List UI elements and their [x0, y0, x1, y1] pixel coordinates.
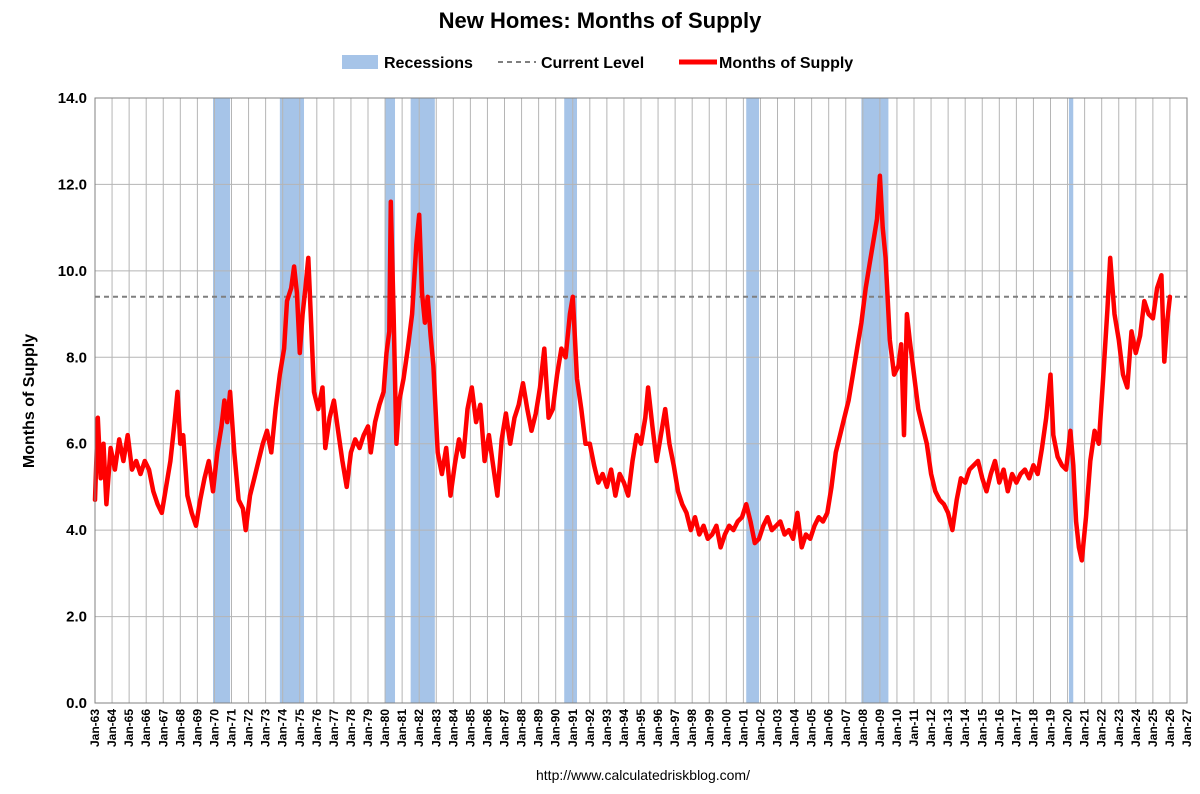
x-tick-label: Jan-23 — [1112, 709, 1126, 747]
x-tick-label: Jan-01 — [736, 709, 750, 747]
x-tick-label: Jan-88 — [515, 709, 529, 747]
x-tick-label: Jan-03 — [771, 709, 785, 747]
x-tick-label: Jan-15 — [975, 709, 989, 747]
x-tick-label: Jan-80 — [378, 709, 392, 747]
legend-swatch-recessions — [342, 55, 378, 69]
y-tick-label: 8.0 — [66, 349, 87, 366]
y-axis-label: Months of Supply — [21, 334, 38, 468]
y-tick-label: 6.0 — [66, 436, 87, 453]
chart-title: New Homes: Months of Supply — [439, 8, 762, 33]
x-tick-label: Jan-86 — [480, 709, 494, 747]
x-tick-label: Jan-27 — [1180, 709, 1194, 747]
x-tick-label: Jan-18 — [1026, 709, 1040, 747]
x-tick-label: Jan-07 — [839, 709, 853, 747]
x-tick-label: Jan-05 — [805, 709, 819, 747]
x-tick-label: Jan-71 — [225, 709, 239, 747]
x-tick-label: Jan-25 — [1146, 709, 1160, 747]
plot-area — [92, 97, 1188, 704]
x-tick-label: Jan-85 — [463, 709, 477, 747]
x-tick-label: Jan-93 — [600, 709, 614, 747]
recession-band — [279, 98, 305, 703]
x-tick-label: Jan-08 — [856, 709, 870, 747]
recession-band — [861, 98, 889, 703]
x-tick-label: Jan-87 — [498, 709, 512, 747]
x-tick-label: Jan-64 — [105, 709, 119, 747]
x-tick-label: Jan-73 — [259, 709, 273, 747]
x-tick-label: Jan-19 — [1044, 709, 1058, 747]
recession-band — [213, 98, 231, 703]
x-tick-label: Jan-99 — [702, 709, 716, 747]
series-line-months-of-supply — [92, 173, 1173, 563]
x-tick-label: Jan-09 — [873, 709, 887, 747]
x-tick-label: Jan-82 — [412, 709, 426, 747]
legend-label-months-of-supply: Months of Supply — [719, 55, 853, 72]
y-axis-ticks: 0.0 2.0 4.0 6.0 8.0 10.0 12.0 14.0 — [58, 90, 87, 712]
recession-band — [564, 98, 578, 703]
x-tick-label: Jan-16 — [992, 709, 1006, 747]
x-tick-label: Jan-76 — [310, 709, 324, 747]
legend-label-recessions: Recessions — [384, 55, 473, 72]
x-tick-label: Jan-94 — [617, 709, 631, 747]
y-tick-label: 0.0 — [66, 695, 87, 712]
x-tick-label: Jan-06 — [822, 709, 836, 747]
x-tick-label: Jan-75 — [293, 709, 307, 747]
x-tick-label: Jan-74 — [276, 709, 290, 747]
x-tick-label: Jan-89 — [532, 709, 546, 747]
x-tick-label: Jan-84 — [446, 709, 460, 747]
x-tick-label: Jan-17 — [1009, 709, 1023, 747]
x-tick-label: Jan-92 — [583, 709, 597, 747]
x-tick-label: Jan-78 — [344, 709, 358, 747]
x-tick-label: Jan-91 — [566, 709, 580, 747]
plot-border — [94, 97, 1188, 704]
x-tick-label: Jan-65 — [122, 709, 136, 747]
x-tick-label: Jan-79 — [361, 709, 375, 747]
x-tick-label: Jan-95 — [634, 709, 648, 747]
x-tick-label: Jan-02 — [753, 709, 767, 747]
x-tick-label: Jan-66 — [139, 709, 153, 747]
x-tick-label: Jan-14 — [958, 709, 972, 747]
x-axis-ticks: Jan-63 Jan-64 Jan-65 Jan-66 Jan-67 Jan-68 Jan-… — [88, 709, 1194, 747]
y-tick-label: 4.0 — [66, 522, 87, 539]
x-tick-label: Jan-83 — [429, 709, 443, 747]
x-tick-label: Jan-81 — [395, 709, 409, 747]
x-tick-label: Jan-77 — [327, 709, 341, 747]
x-tick-label: Jan-04 — [788, 709, 802, 747]
legend: Recessions Current Level Months of Suppl… — [342, 55, 853, 72]
y-tick-label: 2.0 — [66, 609, 87, 626]
x-tick-label: Jan-70 — [207, 709, 221, 747]
x-tick-label: Jan-22 — [1095, 709, 1109, 747]
recession-band — [1068, 98, 1074, 703]
source-url: http://www.calculatedriskblog.com/ — [536, 767, 750, 783]
x-tick-label: Jan-97 — [668, 709, 682, 747]
x-tick-label: Jan-69 — [190, 709, 204, 747]
y-tick-label: 10.0 — [58, 263, 87, 280]
x-tick-label: Jan-67 — [156, 709, 170, 747]
x-tick-label: Jan-96 — [651, 709, 665, 747]
recession-band — [385, 98, 396, 703]
recession-band — [746, 98, 760, 703]
x-tick-label: Jan-13 — [941, 709, 955, 747]
x-tick-label: Jan-11 — [907, 709, 921, 747]
y-tick-label: 14.0 — [58, 90, 87, 107]
x-tick-label: Jan-24 — [1129, 709, 1143, 747]
x-tick-label: Jan-21 — [1078, 709, 1092, 747]
x-tick-label: Jan-12 — [924, 709, 938, 747]
x-tick-label: Jan-10 — [890, 709, 904, 747]
x-tick-label: Jan-20 — [1061, 709, 1075, 747]
x-tick-label: Jan-63 — [88, 709, 102, 747]
x-tick-label: Jan-68 — [173, 709, 187, 747]
recession-bands — [213, 98, 1074, 703]
y-tick-label: 12.0 — [58, 176, 87, 193]
x-tick-label: Jan-26 — [1163, 709, 1177, 747]
legend-label-current-level: Current Level — [541, 55, 644, 72]
recession-band — [410, 98, 435, 703]
x-tick-label: Jan-98 — [685, 709, 699, 747]
x-tick-label: Jan-72 — [242, 709, 256, 747]
x-tick-label: Jan-00 — [719, 709, 733, 747]
x-tick-label: Jan-90 — [549, 709, 563, 747]
